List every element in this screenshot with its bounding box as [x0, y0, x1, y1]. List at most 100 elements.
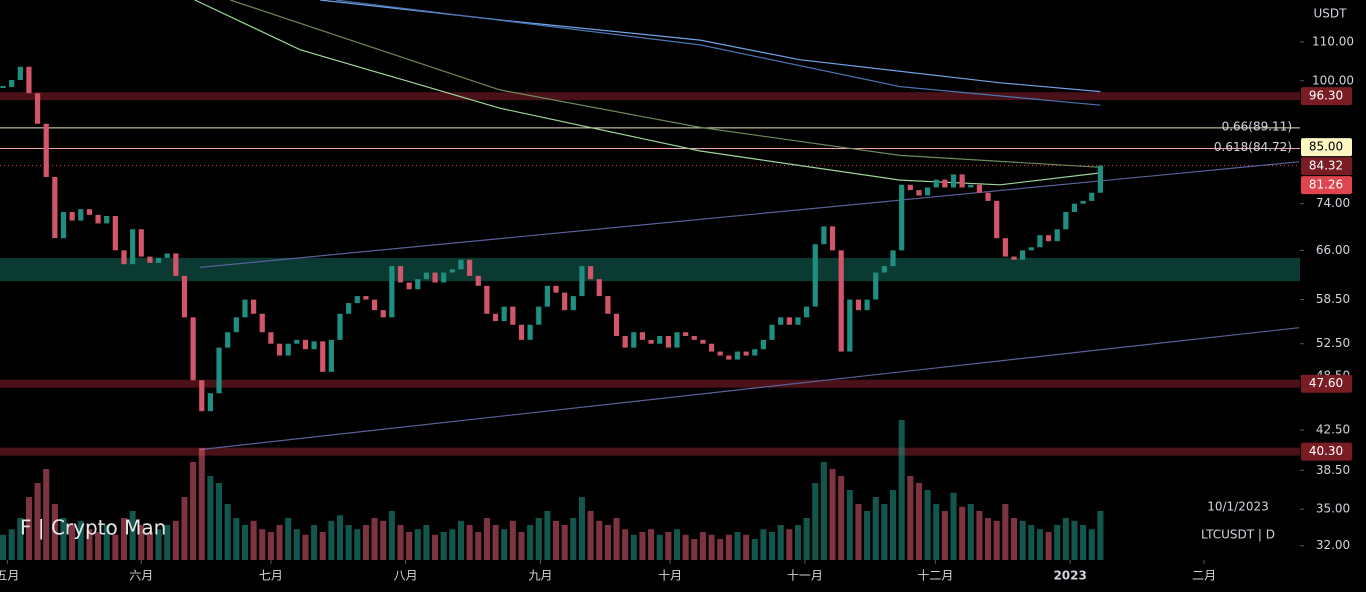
volume-bar: [509, 520, 516, 560]
candle: [147, 256, 153, 263]
candle: [354, 296, 360, 304]
volume-bar: [276, 525, 283, 560]
candle: [259, 313, 265, 333]
candle: [708, 343, 715, 352]
currency-label: USDT: [1314, 7, 1348, 21]
price-tag: [1301, 176, 1352, 195]
candle: [1071, 203, 1078, 213]
candle: [199, 380, 205, 412]
volume-bar: [1062, 518, 1069, 560]
candle: [268, 332, 274, 344]
y-tick-label: 110.00: [1312, 34, 1354, 48]
candle: [683, 332, 689, 337]
candle: [294, 339, 300, 344]
candle: [985, 192, 991, 201]
candle: [276, 343, 283, 356]
volume-bar: [293, 529, 300, 560]
volume-bar: [855, 504, 862, 560]
x-tick-label: 二月: [1192, 569, 1216, 583]
volume-bar: [527, 525, 534, 560]
candle: [734, 351, 741, 360]
y-tick-label: 74.00: [1316, 196, 1350, 210]
candle: [631, 332, 637, 348]
x-tick-label: 六月: [129, 569, 153, 583]
volume-bar: [172, 520, 179, 560]
volume-bar: [25, 497, 32, 560]
volume-bar: [613, 518, 620, 560]
price-tag-label: 40.30: [1309, 444, 1343, 458]
candle: [829, 226, 836, 251]
volume-bar: [483, 518, 490, 560]
candle: [726, 355, 732, 360]
candle: [1020, 250, 1026, 260]
candle: [9, 79, 15, 87]
volume-bar: [846, 490, 853, 560]
volume-bar: [993, 520, 1000, 560]
volume-bar: [51, 504, 58, 560]
volume-bar: [570, 518, 577, 560]
volume-bar: [190, 462, 197, 560]
volume-bar: [751, 539, 758, 560]
volume-bar: [414, 529, 421, 560]
volume-bar: [561, 525, 568, 560]
candle: [225, 332, 231, 348]
volume-bar: [432, 534, 439, 560]
candle: [432, 272, 438, 283]
volume-bar: [1097, 511, 1104, 560]
candle: [458, 259, 464, 270]
volume-bar: [1010, 518, 1018, 560]
candle: [449, 269, 455, 273]
plot-area: [0, 0, 1300, 560]
volume-bar: [1080, 525, 1087, 560]
candle: [942, 179, 948, 188]
candle: [346, 303, 352, 314]
candle: [890, 250, 896, 267]
volume-bar: [1045, 532, 1052, 560]
volume-bar: [8, 529, 15, 560]
volume-bar: [354, 529, 361, 560]
candle: [873, 272, 879, 300]
volume-bar: [423, 525, 430, 560]
candle: [994, 200, 1000, 239]
volume-bar: [985, 518, 992, 560]
candle: [622, 336, 628, 348]
candle: [406, 282, 412, 290]
y-tick-label: 66.00: [1316, 243, 1350, 257]
y-tick-label: 38.50: [1316, 463, 1350, 477]
price-tag-label: 81.26: [1309, 178, 1343, 192]
y-tick-label: 42.50: [1316, 422, 1350, 436]
volume-bar: [388, 511, 395, 560]
volume-bar: [915, 483, 922, 560]
volume-bar: [233, 518, 240, 560]
candle: [769, 324, 775, 340]
level-band: [0, 379, 1300, 388]
y-tick-label: 52.50: [1316, 336, 1350, 350]
candle: [924, 187, 931, 196]
volume-bar: [734, 532, 741, 560]
volume-bar: [77, 520, 84, 560]
candle: [665, 336, 671, 348]
volume-bar: [630, 534, 637, 560]
candle: [26, 66, 32, 94]
candle: [510, 306, 516, 325]
volume-bar: [639, 532, 646, 560]
volume-bar: [86, 529, 93, 560]
volume-bar: [302, 534, 309, 560]
volume-bar: [95, 532, 102, 560]
candle: [251, 299, 257, 314]
volume-bar: [941, 511, 948, 560]
candle: [34, 93, 41, 124]
volume-bar: [820, 462, 827, 560]
volume-bar: [216, 483, 223, 560]
candle: [518, 324, 525, 340]
candle: [968, 184, 974, 188]
volume-bar: [311, 525, 318, 560]
volume-bar: [976, 511, 983, 560]
volume-bar: [717, 539, 724, 560]
candle: [838, 250, 844, 352]
candle: [544, 285, 550, 307]
volume-bar: [553, 520, 560, 560]
candle: [328, 339, 334, 372]
volume-bar: [907, 476, 914, 560]
